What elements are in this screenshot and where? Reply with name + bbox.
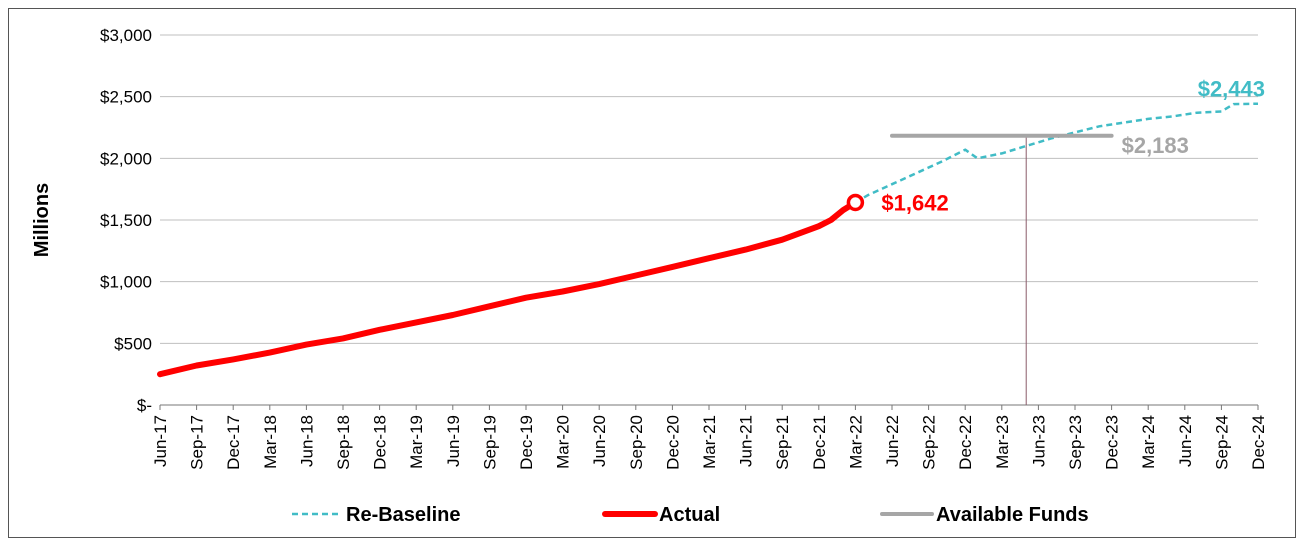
x-tick-label: Mar-21 [700, 415, 719, 469]
x-tick-label: Sep-23 [1066, 415, 1085, 470]
x-tick-label: Mar-18 [261, 415, 280, 469]
x-tick-label: Sep-20 [627, 415, 646, 470]
data-label: $1,642 [881, 190, 948, 215]
x-tick-label: Mar-20 [554, 415, 573, 469]
x-tick-label: Jun-21 [737, 415, 756, 467]
y-tick-label: $1,000 [100, 273, 152, 292]
data-label: $2,183 [1122, 133, 1189, 158]
series-re-baseline [854, 102, 1259, 204]
y-tick-label: $- [137, 396, 152, 415]
x-tick-label: Dec-21 [810, 415, 829, 470]
y-tick-label: $500 [114, 334, 152, 353]
series-actual [157, 199, 859, 378]
data-annotations: $1,642 $2,183 $2,443 [846, 77, 1265, 215]
x-tick-label: Jun-17 [151, 415, 170, 467]
x-tick-label: Sep-21 [773, 415, 792, 470]
actual-end-marker [846, 193, 865, 212]
data-label: $2,443 [1198, 77, 1265, 102]
x-axis-ticks: Jun-17 Sep-17 Dec-17 Mar-18 Jun-18 Sep-18 Dec-… [151, 405, 1268, 470]
y-axis-ticks: $- $500 $1,000 $1,500 $2,000 $2,500 $3,000 [100, 26, 152, 415]
y-axis-label: Millions [31, 183, 53, 257]
x-tick-label: Sep-22 [920, 415, 939, 470]
x-tick-label: Jun-22 [883, 415, 902, 467]
x-tick-label: Mar-22 [846, 415, 865, 469]
x-tick-label: Dec-20 [663, 415, 682, 470]
y-tick-label: $1,500 [100, 211, 152, 230]
x-tick-label: Sep-19 [480, 415, 499, 470]
x-tick-label: Jun-24 [1176, 415, 1195, 467]
x-tick-label: Dec-23 [1103, 415, 1122, 470]
x-tick-label: Mar-23 [993, 415, 1012, 469]
x-tick-label: Dec-17 [224, 415, 243, 470]
x-tick-label: Sep-17 [188, 415, 207, 470]
legend-label: Re-Baseline [346, 504, 461, 526]
gridlines [160, 34, 1258, 406]
x-tick-label: Dec-19 [517, 415, 536, 470]
x-tick-label: Jun-20 [590, 415, 609, 467]
x-tick-label: Dec-18 [371, 415, 390, 470]
y-tick-label: $2,000 [100, 149, 152, 168]
x-tick-label: Jun-23 [1029, 415, 1048, 467]
x-tick-label: Jun-19 [444, 415, 463, 467]
x-tick-label: Sep-24 [1212, 415, 1231, 470]
x-tick-label: Dec-22 [956, 415, 975, 470]
x-tick-label: Mar-24 [1139, 415, 1158, 469]
x-tick-label: Mar-19 [407, 415, 426, 469]
legend-label: Actual [659, 504, 720, 526]
x-tick-label: Jun-18 [297, 415, 316, 467]
series-lines [157, 102, 1259, 378]
y-tick-label: $2,500 [100, 88, 152, 107]
legend-label: Available Funds [936, 504, 1089, 526]
x-tick-label: Sep-18 [334, 415, 353, 470]
x-tick-label: Dec-24 [1249, 415, 1268, 470]
y-tick-label: $3,000 [100, 26, 152, 45]
legend: Re-Baseline Actual Available Funds [292, 504, 1089, 526]
